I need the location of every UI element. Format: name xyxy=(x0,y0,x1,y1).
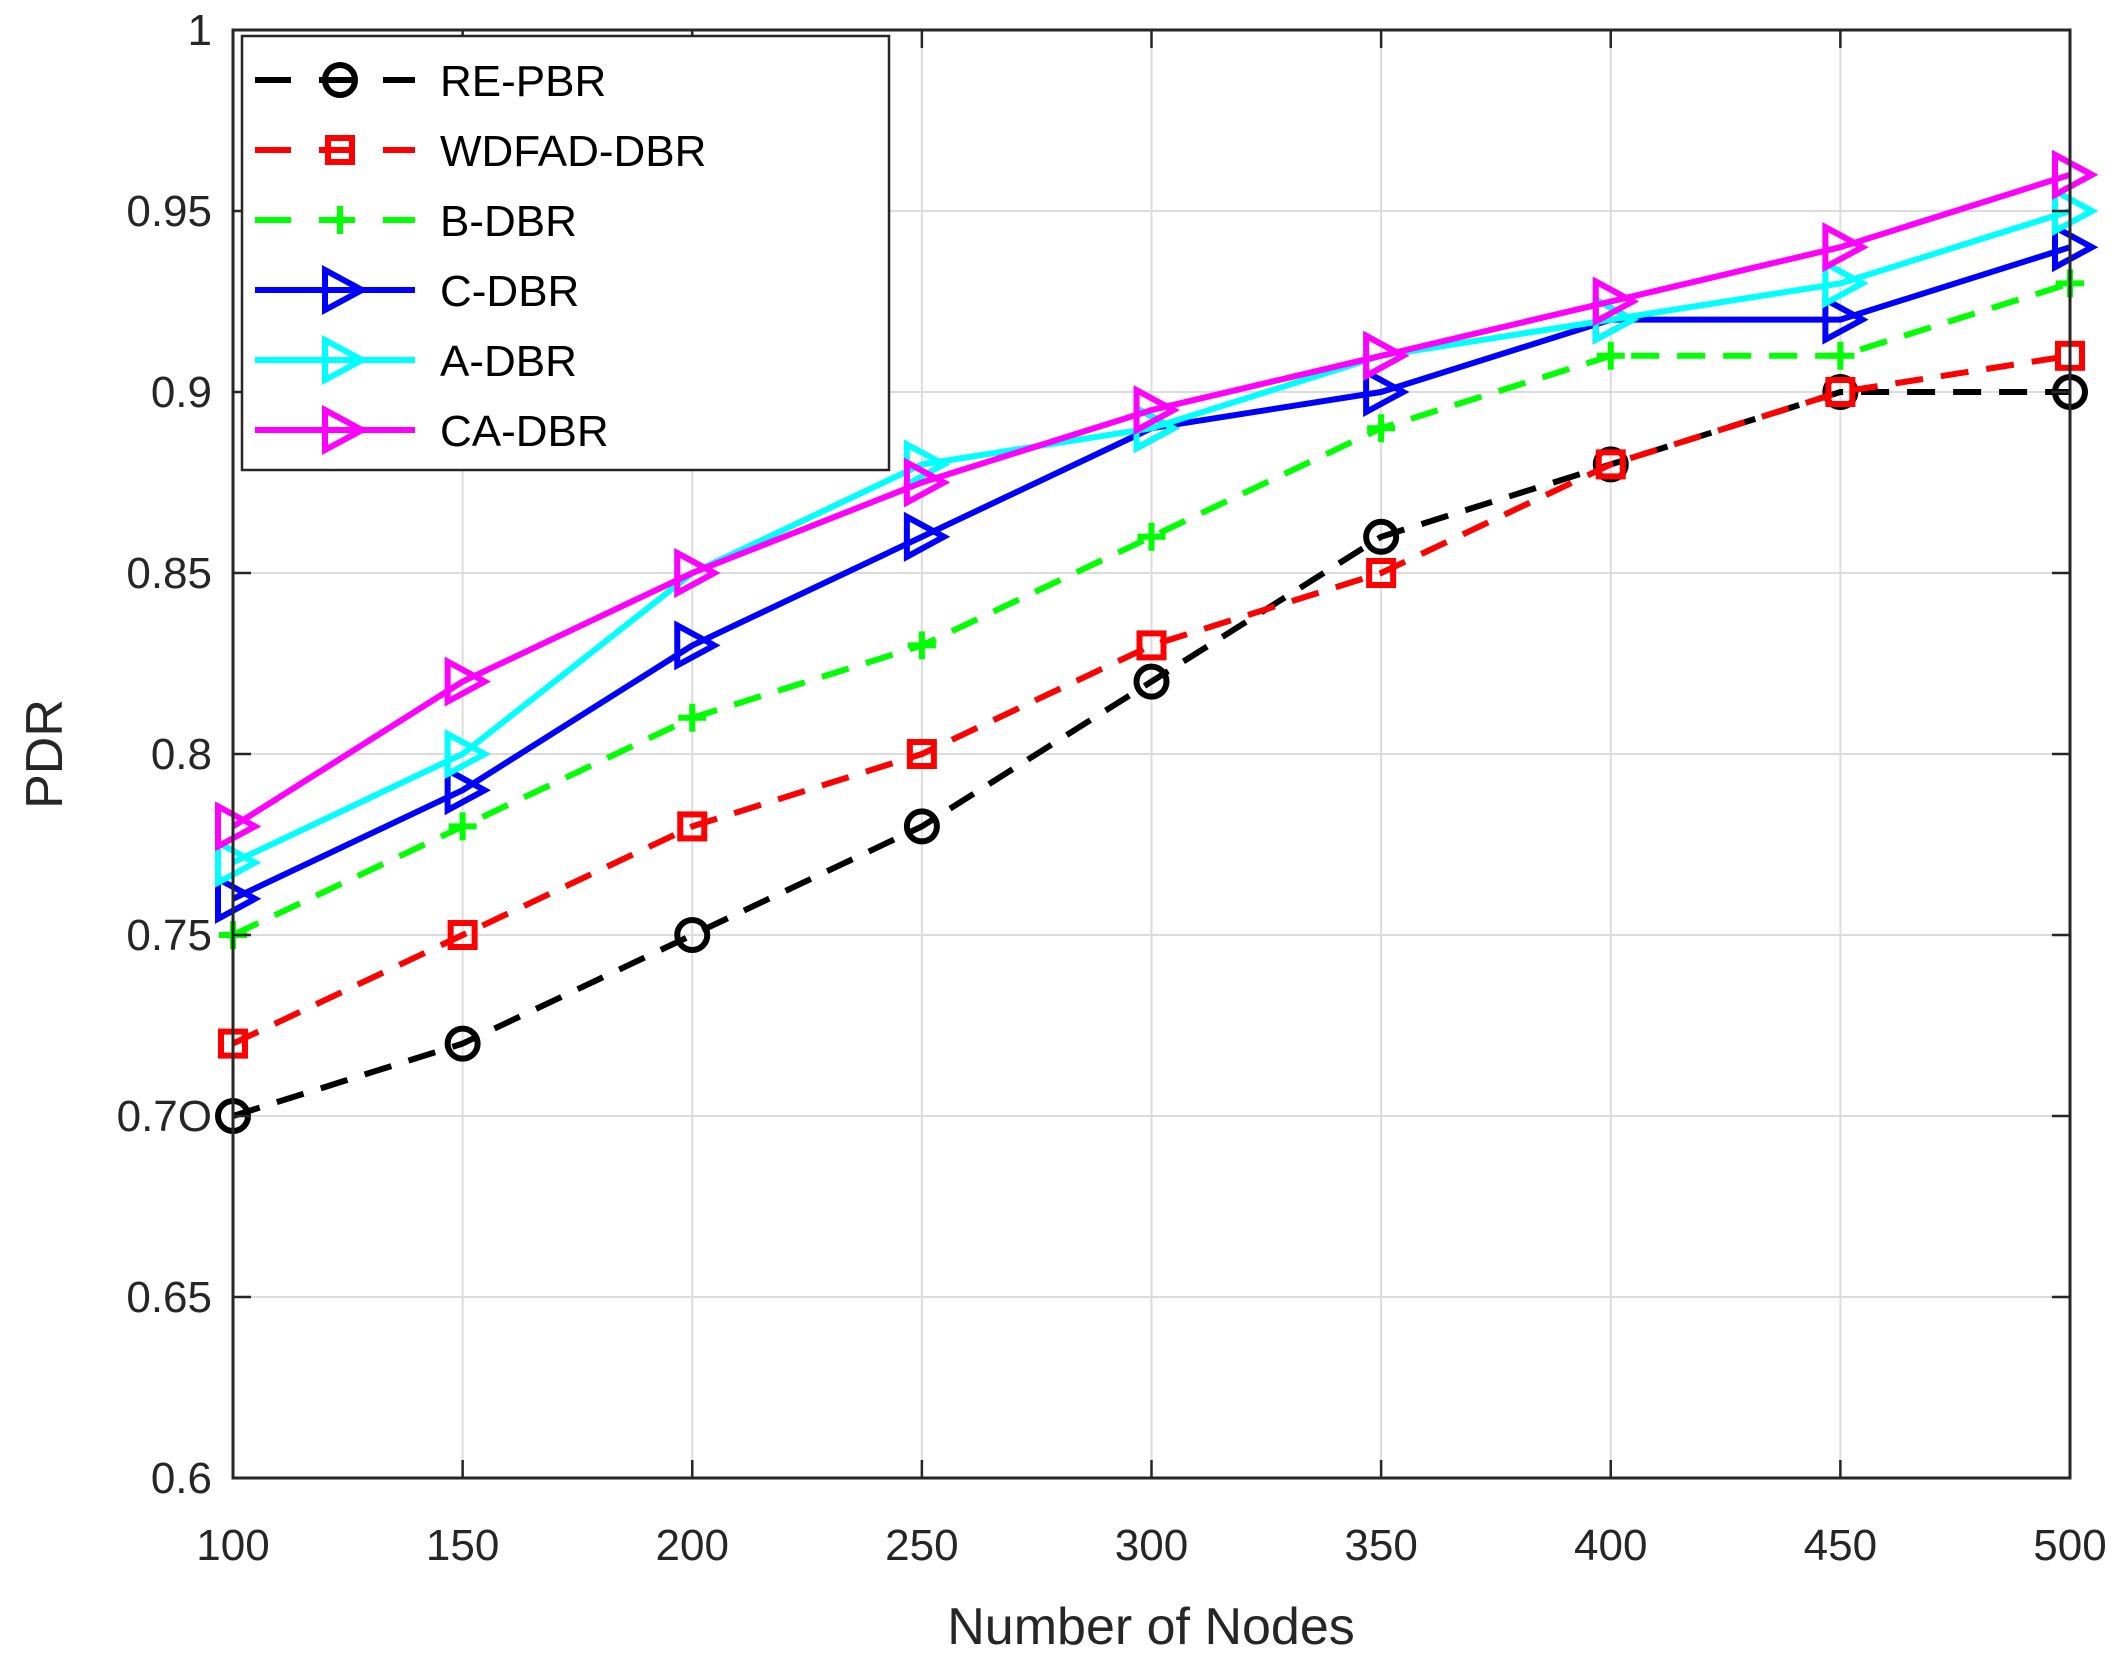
y-tick-label: 0.7O xyxy=(117,1092,212,1141)
x-tick-label: 250 xyxy=(885,1521,958,1570)
legend-marker-a-dbr xyxy=(322,334,369,386)
data-point-ca-dbr xyxy=(2052,149,2099,200)
y-axis-title: PDR xyxy=(16,699,74,809)
x-tick-label: 100 xyxy=(196,1521,269,1570)
y-tick-label: 0.8 xyxy=(151,730,212,779)
data-point-wdfad-dbr xyxy=(906,739,937,769)
data-point-wdfad-dbr xyxy=(1595,449,1626,480)
data-point-c-dbr xyxy=(1363,366,1410,418)
series-line-a-dbr xyxy=(231,208,2071,866)
data-point-ca-dbr xyxy=(903,457,951,508)
series-line-re-pbr xyxy=(232,389,2070,1119)
data-point-c-dbr xyxy=(1822,294,1869,345)
data-point-ca-dbr xyxy=(674,547,721,599)
data-point-b-dbr xyxy=(1367,414,1396,443)
data-point-c-dbr xyxy=(674,620,721,671)
data-point-b-dbr xyxy=(678,703,707,732)
data-point-b-dbr xyxy=(1137,522,1166,551)
data-point-re-pbr xyxy=(674,917,711,953)
data-point-b-dbr xyxy=(448,812,477,841)
data-point-re-pbr xyxy=(903,808,940,845)
legend-marker-wdfad-dbr xyxy=(325,135,355,165)
data-point-re-pbr xyxy=(444,1025,481,1062)
series-line-b-dbr xyxy=(231,280,2071,938)
legend-marker-b-dbr xyxy=(326,206,354,234)
y-tick-label: 0.9 xyxy=(151,368,212,417)
data-point-ca-dbr xyxy=(444,656,491,707)
x-tick-label: 150 xyxy=(426,1521,499,1570)
x-tick-label: 500 xyxy=(2033,1521,2106,1570)
data-point-ca-dbr xyxy=(1592,276,1640,327)
data-point-wdfad-dbr xyxy=(1825,377,1856,407)
x-tick-label: 300 xyxy=(1115,1521,1188,1570)
data-point-wdfad-dbr xyxy=(677,811,708,842)
data-series xyxy=(215,149,2099,1134)
legend: RE-PBR WDFAD-DBR B-DBR C-DBR A-DBR CA-DBR xyxy=(240,34,891,472)
legend-marker-ca-dbr xyxy=(322,404,369,456)
y-tick-label: 0.85 xyxy=(126,549,212,598)
series-line-ca-dbr xyxy=(231,171,2071,829)
legend-label-b-dbr: B-DBR xyxy=(440,197,577,246)
data-point-ca-dbr xyxy=(1363,330,1410,381)
legend-label-a-dbr: A-DBR xyxy=(440,337,577,386)
data-point-ca-dbr xyxy=(215,801,262,852)
data-point-wdfad-dbr xyxy=(447,920,478,950)
data-point-b-dbr xyxy=(1596,341,1625,370)
data-point-wdfad-dbr xyxy=(1366,558,1397,588)
legend-label-c-dbr: C-DBR xyxy=(440,267,579,316)
y-tick-label: 0.95 xyxy=(126,187,212,236)
x-tick-label: 350 xyxy=(1344,1521,1417,1570)
data-point-c-dbr xyxy=(903,511,951,562)
series-line-wdfad-dbr xyxy=(231,352,2071,1047)
x-tick-label: 200 xyxy=(656,1521,729,1570)
y-tick-label: 0.75 xyxy=(126,911,212,960)
legend-label-re-pbr: RE-PBR xyxy=(440,57,606,106)
data-point-b-dbr xyxy=(1826,341,1855,370)
data-point-a-dbr xyxy=(444,728,491,780)
y-tick-label: 0.65 xyxy=(126,1273,212,1322)
data-point-ca-dbr xyxy=(1822,222,1869,273)
y-tick-label: 0.6 xyxy=(151,1454,212,1503)
data-point-c-dbr xyxy=(215,873,262,924)
grid-lines xyxy=(232,29,2071,1479)
legend-box xyxy=(240,34,891,472)
legend-marker-re-pbr xyxy=(322,62,358,98)
axis-tick-labels: 100 150 200 250 300 350 400 450 500 0.6 0.65 0.7O 0.… xyxy=(117,6,2107,1570)
data-point-ca-dbr xyxy=(1133,385,1180,436)
data-point-a-dbr xyxy=(215,837,262,888)
data-point-c-dbr xyxy=(444,765,491,816)
x-axis-title: Number of Nodes xyxy=(947,1598,1355,1656)
legend-label-wdfad-dbr: WDFAD-DBR xyxy=(440,127,706,176)
data-point-b-dbr xyxy=(907,631,936,660)
x-tick-label: 400 xyxy=(1574,1521,1647,1570)
data-point-a-dbr xyxy=(1822,258,1869,309)
data-point-re-pbr xyxy=(1133,663,1170,700)
data-point-re-pbr xyxy=(1363,518,1400,555)
data-point-wdfad-dbr xyxy=(1136,630,1167,661)
legend-label-ca-dbr: CA-DBR xyxy=(440,407,609,456)
legend-marker-c-dbr xyxy=(322,264,369,316)
x-tick-label: 450 xyxy=(1804,1521,1877,1570)
y-tick-label: 1 xyxy=(188,6,212,55)
data-point-c-dbr xyxy=(2052,222,2099,273)
